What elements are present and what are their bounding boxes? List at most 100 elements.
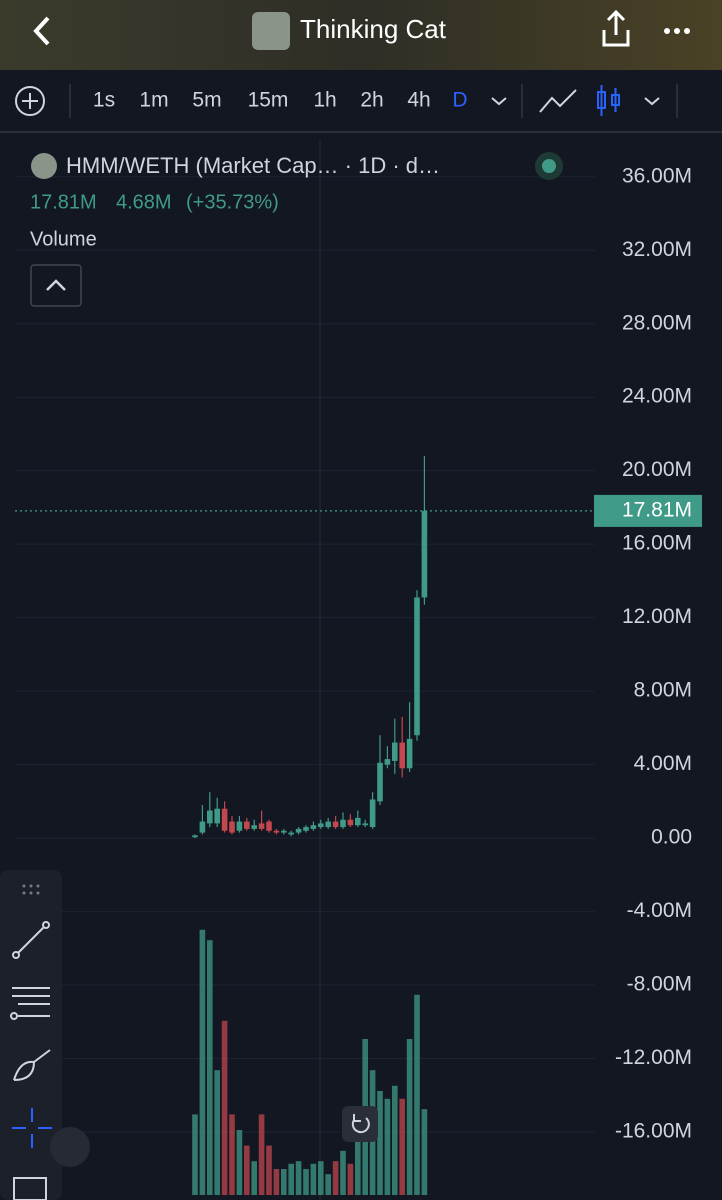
y-tick-label: -12.00M — [615, 1046, 692, 1069]
candle-body — [258, 823, 265, 829]
candle-body — [340, 819, 346, 828]
y-tick-label: 36.00M — [622, 164, 692, 187]
volume-bar — [406, 1039, 413, 1195]
volume-bar — [295, 1161, 302, 1195]
volume-bar — [325, 1174, 331, 1195]
candle-body — [399, 742, 405, 769]
header-bar — [0, 0, 722, 70]
volume-bar — [399, 1098, 405, 1195]
y-tick-label: 16.00M — [622, 532, 692, 555]
header-title: Thinking Cat — [300, 14, 447, 44]
logo-button[interactable] — [50, 1127, 90, 1167]
candle-body — [332, 821, 339, 828]
rectangle-tool[interactable] — [13, 1177, 47, 1200]
interval-button[interactable]: D — [452, 89, 467, 112]
collapse-button[interactable] — [30, 264, 82, 307]
price-label-bg — [594, 494, 702, 527]
candle-body — [384, 759, 391, 765]
candle-body — [421, 510, 428, 598]
crosshair-tool[interactable] — [12, 1108, 52, 1148]
candle-body — [221, 808, 228, 831]
interval-button[interactable]: 15m — [248, 89, 289, 112]
candle-body — [281, 830, 287, 833]
collapse-icon — [46, 279, 66, 291]
volume-bar — [421, 1109, 428, 1195]
volume-bar — [214, 1070, 220, 1195]
volume-bar — [192, 1114, 198, 1195]
candle-body — [192, 835, 198, 838]
candle-body — [392, 742, 398, 761]
volume-bar — [355, 1135, 361, 1195]
candle-chart-button[interactable] — [597, 85, 620, 116]
candle-body — [236, 821, 243, 831]
candle-body — [325, 821, 331, 828]
candle-body — [406, 738, 413, 769]
line-chart-button[interactable] — [539, 89, 577, 113]
interval-button[interactable]: 1s — [93, 89, 115, 112]
volume-bar — [281, 1169, 287, 1195]
interval-menu[interactable] — [491, 97, 507, 106]
volume-bar — [377, 1091, 383, 1195]
add-button[interactable] — [15, 86, 45, 116]
drag-handle — [22, 884, 40, 895]
reset-button[interactable] — [342, 1106, 378, 1142]
y-tick-label: 24.00M — [622, 385, 692, 408]
volume-bar — [266, 1145, 272, 1195]
candle-body — [273, 830, 280, 833]
candle-body — [207, 810, 213, 824]
volume-bar — [347, 1163, 354, 1195]
interval-button[interactable]: 5m — [192, 89, 221, 112]
candle-body — [288, 832, 294, 835]
candle-body — [347, 819, 354, 826]
y-tick-label: 0.00 — [651, 826, 692, 849]
interval-button[interactable]: 1m — [139, 89, 168, 112]
legend-change: 4.68M — [116, 191, 172, 213]
y-tick-label: 32.00M — [622, 238, 692, 261]
fib-tool[interactable] — [10, 987, 50, 1020]
volume-bar — [384, 1098, 391, 1195]
candle-body — [244, 821, 250, 829]
interval-button[interactable]: 2h — [360, 89, 383, 112]
volume-bar — [340, 1150, 346, 1195]
interval-button[interactable]: 1h — [313, 89, 336, 112]
volume-bar — [332, 1161, 339, 1195]
brush-tool[interactable] — [13, 1049, 51, 1081]
candle-body — [295, 828, 302, 833]
intervals: 1s 1m 5m 15m 1h 2h 4h D — [93, 89, 468, 112]
trend-line-tool[interactable] — [12, 921, 50, 959]
volume-bar — [229, 1114, 235, 1195]
volume-bar — [244, 1145, 250, 1195]
volume-bar — [258, 1114, 265, 1195]
candle-body — [414, 597, 420, 736]
avatar — [252, 12, 290, 50]
volume-bar — [318, 1161, 324, 1195]
volume-bar — [251, 1161, 257, 1195]
chart-type-menu[interactable] — [644, 97, 660, 106]
symbol-title: HMM/WETH (Market Cap… · 1D · d… — [66, 153, 440, 178]
back-button[interactable] — [33, 16, 50, 46]
volume-bar — [310, 1163, 317, 1195]
candle-body — [355, 817, 361, 826]
reset-icon — [351, 1114, 370, 1134]
volume-bar — [414, 994, 420, 1195]
y-tick-label: 12.00M — [622, 605, 692, 628]
more-button[interactable] — [664, 28, 690, 34]
candle-body — [369, 799, 376, 828]
volume-bar — [199, 929, 206, 1195]
share-button[interactable] — [602, 9, 630, 47]
candle-body — [251, 825, 257, 829]
study-label: Volume — [30, 228, 97, 250]
legend-percent: (+35.73%) — [186, 191, 279, 213]
volume-bar — [392, 1085, 398, 1195]
candle-body — [362, 823, 368, 826]
candle-body — [229, 821, 235, 833]
y-tick-label: -4.00M — [627, 899, 692, 922]
y-tick-label: 4.00M — [634, 752, 692, 775]
y-tick-label: 28.00M — [622, 311, 692, 334]
candle-body — [310, 825, 317, 829]
legend-close: 17.81M — [30, 191, 97, 213]
interval-button[interactable]: 4h — [407, 89, 430, 112]
candle-body — [214, 808, 220, 824]
volume-bar — [236, 1130, 243, 1195]
